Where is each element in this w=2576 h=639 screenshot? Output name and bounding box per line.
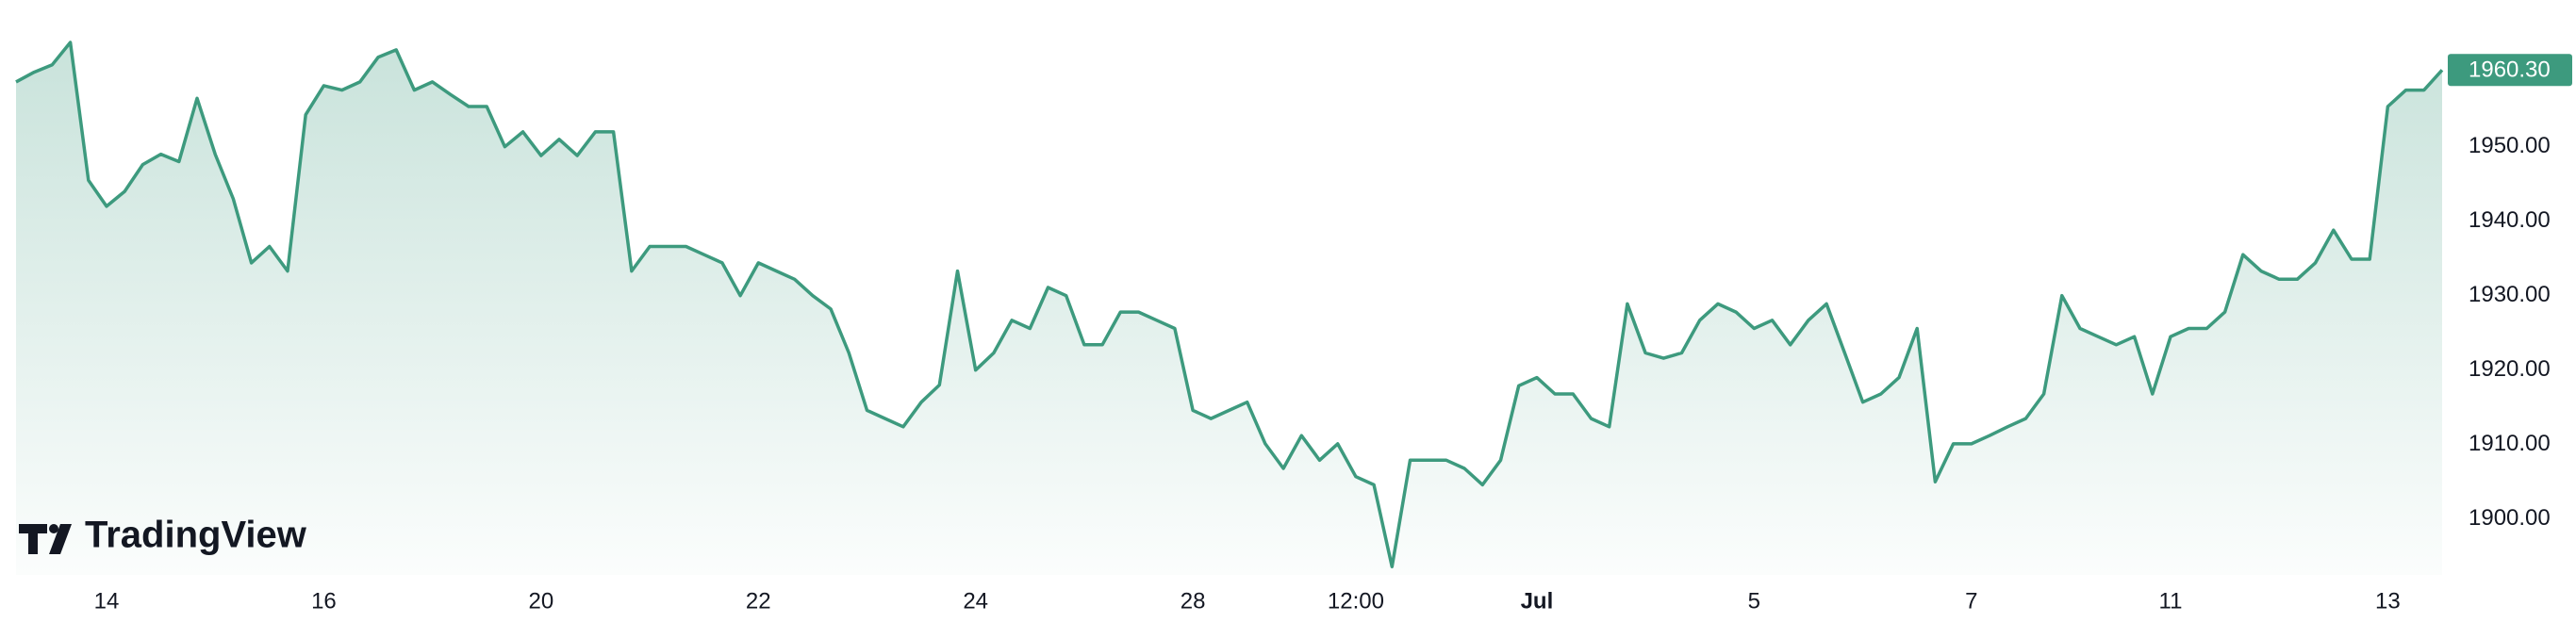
area-fill — [16, 42, 2442, 575]
x-tick-label: 5 — [1748, 588, 1760, 614]
x-tick-label: Jul — [1521, 588, 1554, 614]
y-tick-label: 1950.00 — [2469, 133, 2551, 158]
last-price-tag — [2448, 54, 2572, 87]
x-tick-label: 16 — [311, 588, 337, 614]
y-tick-label: 1940.00 — [2469, 207, 2551, 233]
logo-icon — [49, 524, 72, 554]
y-tick-label: 1920.00 — [2469, 356, 2551, 382]
logo-icon — [49, 524, 58, 533]
x-tick-label: 24 — [963, 588, 988, 614]
x-tick-label: 20 — [528, 588, 553, 614]
x-tick-label: 28 — [1181, 588, 1206, 614]
x-tick-label: 12:00 — [1328, 588, 1384, 614]
x-tick-label: 13 — [2375, 588, 2401, 614]
logo-icon — [19, 524, 47, 554]
watermark: TradingView — [85, 515, 307, 556]
last-price-label: 1960.30 — [2469, 57, 2551, 83]
y-tick-label: 1930.00 — [2469, 282, 2551, 307]
x-tick-label: 22 — [746, 588, 771, 614]
x-tick-label: 7 — [1965, 588, 1977, 614]
price-line — [15, 41, 2444, 569]
x-tick-label: 11 — [2159, 588, 2183, 614]
x-tick-label: 14 — [94, 588, 120, 614]
logo: TradingView — [19, 515, 307, 556]
y-tick-label: 1910.00 — [2469, 431, 2551, 456]
y-tick-label: 1900.00 — [2469, 505, 2551, 531]
